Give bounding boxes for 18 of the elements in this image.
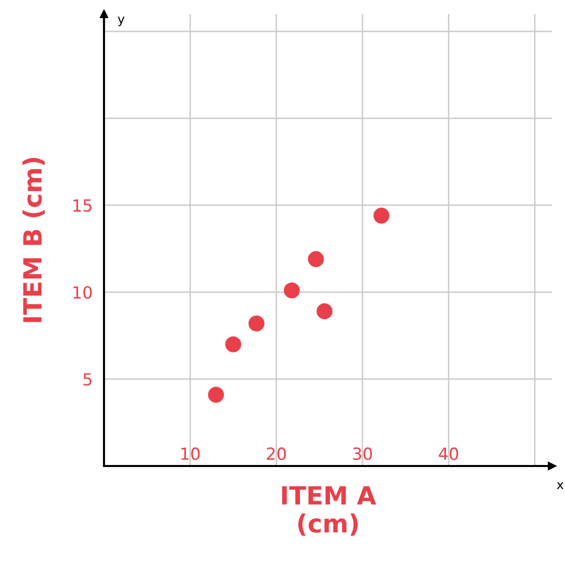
point [316, 303, 333, 320]
point [225, 336, 242, 352]
annotation: y [118, 16, 124, 26]
point [308, 251, 324, 268]
point [208, 386, 224, 403]
point [248, 315, 264, 332]
point [284, 282, 300, 298]
x-axis-title: ITEM A (cm) [282, 486, 376, 536]
y-tick-label: 10 [74, 286, 92, 299]
x-tick-label: 40 [438, 447, 458, 460]
y-axis-title: ITEM B (cm) [22, 158, 45, 322]
x-tick-label: 10 [181, 447, 200, 460]
x-tick-label: 20 [266, 447, 286, 460]
x-tick-label: 30 [353, 447, 372, 460]
y-tick-label: 15 [74, 199, 92, 212]
text: x [556, 482, 564, 490]
point [373, 208, 390, 224]
y-tick-label: 5 [84, 373, 92, 386]
